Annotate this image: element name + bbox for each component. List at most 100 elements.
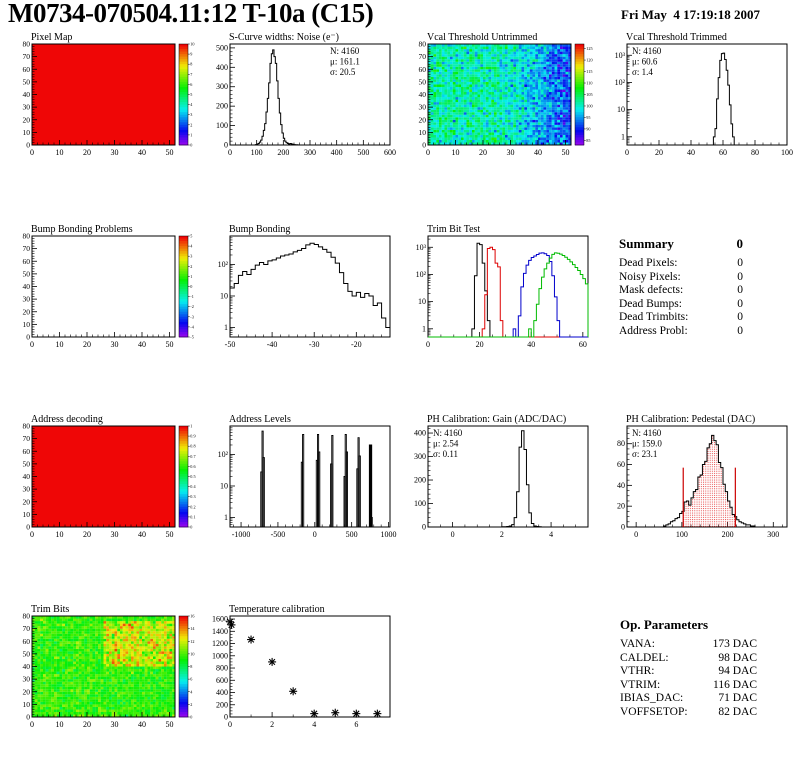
svg-text:100: 100 (251, 148, 263, 157)
svg-text:Pixel Map: Pixel Map (31, 32, 72, 43)
param-row: Mask defects: 0 (619, 284, 743, 298)
svg-text:70: 70 (419, 52, 427, 61)
svg-text:20: 20 (23, 115, 31, 124)
svg-text:μ: 161.1: μ: 161.1 (330, 57, 360, 67)
svg-text:10: 10 (56, 340, 64, 349)
svg-text:0.1: 0.1 (190, 514, 195, 519)
svg-text:10: 10 (419, 128, 427, 137)
chart-trim-bit-test: Trim Bit Test 0 20 40 60 1 10 10² 10³ (416, 224, 589, 349)
svg-text:Trim Bit Test: Trim Bit Test (427, 224, 480, 235)
param-row: Dead Pixels: 0 (619, 257, 743, 271)
svg-text:-40: -40 (267, 340, 278, 349)
svg-text:60: 60 (419, 65, 427, 74)
svg-text:40: 40 (23, 282, 31, 291)
param-row: VTHR: 94 DAC (620, 665, 757, 679)
svg-text:40: 40 (138, 340, 146, 349)
svg-text:10: 10 (190, 42, 194, 47)
svg-text:PH Calibration: Pedestal (DAC): PH Calibration: Pedestal (DAC) (626, 414, 755, 425)
svg-text:1: 1 (224, 323, 228, 332)
svg-text:S-Curve widths: Noise (e⁻): S-Curve widths: Noise (e⁻) (229, 32, 339, 43)
svg-text:0: 0 (30, 340, 34, 349)
param-label: Dead Trimbits: (619, 311, 689, 323)
svg-text:20: 20 (83, 340, 91, 349)
param-label: Dead Pixels: (619, 257, 678, 269)
param-value: 0 (737, 257, 743, 269)
summary-heading-value: 0 (736, 236, 744, 251)
param-row: Address Probl: 0 (619, 325, 743, 339)
summary-heading-label: Summary (619, 236, 674, 251)
svg-text:50: 50 (562, 148, 570, 157)
svg-text:110: 110 (586, 81, 592, 86)
chart-scurve-noise: S-Curve widths: Noise (e⁻) 0 100 200 300 400 5… (216, 32, 396, 157)
param-label: VANA: (620, 638, 655, 650)
svg-text:20: 20 (479, 148, 487, 157)
svg-text:10: 10 (23, 320, 31, 329)
svg-text:0: 0 (228, 148, 232, 157)
svg-text:Bump Bonding: Bump Bonding (229, 224, 290, 235)
svg-text:μ: 159.0: μ: 159.0 (632, 439, 662, 449)
svg-text:100: 100 (414, 499, 426, 508)
svg-text:60: 60 (579, 340, 587, 349)
svg-text:0: 0 (190, 525, 192, 530)
chart-ph-gain: PH Calibration: Gain (ADC/DAC) 0 2 4 0 100 200… (414, 414, 589, 539)
svg-text:40: 40 (534, 148, 542, 157)
svg-text:500: 500 (357, 148, 369, 157)
svg-text:2: 2 (190, 122, 192, 127)
chart-ph-pedestal: PH Calibration: Pedestal (DAC)0 100 200 300… (617, 414, 788, 539)
svg-text:0: 0 (26, 333, 30, 342)
param-row: VTRIM: 116 DAC (620, 679, 757, 693)
svg-text:1: 1 (224, 513, 228, 522)
svg-text:PH Calibration: Gain (ADC/DAC): PH Calibration: Gain (ADC/DAC) (427, 414, 566, 425)
svg-text:40: 40 (617, 481, 625, 490)
svg-text:85: 85 (586, 138, 590, 143)
svg-text:30: 30 (23, 103, 31, 112)
svg-text:5: 5 (190, 92, 192, 97)
param-row: VANA: 173 DAC (620, 638, 757, 652)
svg-text:-5: -5 (190, 335, 194, 340)
svg-text:70: 70 (23, 52, 31, 61)
svg-text:30: 30 (111, 148, 119, 157)
svg-text:300: 300 (216, 82, 228, 91)
param-label: Dead Bumps: (619, 297, 682, 310)
svg-text:σ: 23.1: σ: 23.1 (632, 449, 657, 459)
svg-text:2: 2 (190, 264, 192, 269)
svg-text:7: 7 (190, 72, 192, 77)
svg-text:0: 0 (621, 523, 625, 532)
svg-text:0.2: 0.2 (190, 504, 195, 509)
param-row: VOFFSETOP: 82 DAC (620, 706, 757, 720)
svg-text:0: 0 (190, 143, 192, 148)
svg-text:-20: -20 (351, 340, 362, 349)
svg-text:100: 100 (586, 103, 592, 108)
param-row: Noisy Pixels: 0 (619, 271, 743, 285)
svg-text:60: 60 (23, 447, 31, 456)
svg-text:20: 20 (617, 502, 625, 511)
panel-trim-bits: 0 2 4 6 8 10 12 14 16 Trim Bits 0 10 20 30 40 50 0 10 20 30… (2, 603, 199, 736)
svg-text:Bump Bonding Problems: Bump Bonding Problems (31, 224, 133, 235)
param-label: IBIAS_DAC: (620, 692, 684, 704)
svg-text:10²: 10² (615, 78, 626, 87)
panel-address-decoding: 0 0.1 0.2 0.3 0.4 0.5 0.6 0.7 0.8 0.9 1 Address dec… (2, 413, 199, 546)
svg-text:10: 10 (220, 481, 228, 490)
chart-address-decoding: 0 0.1 0.2 0.3 0.4 0.5 0.6 0.7 0.8 0.9 1 Address dec… (23, 414, 197, 539)
param-row: Dead Trimbits: 0 (619, 311, 743, 325)
svg-text:8: 8 (190, 62, 192, 67)
svg-text:50: 50 (23, 77, 31, 86)
svg-text:20: 20 (655, 148, 663, 157)
op-parameters-block: Op. Parameters VANA: 173 DAC CALDEL: 98 DAC… (620, 617, 757, 719)
svg-text:4: 4 (549, 530, 553, 539)
param-label: VTHR: (620, 665, 655, 677)
svg-text:20: 20 (83, 148, 91, 157)
svg-text:40: 40 (23, 90, 31, 99)
param-value: 0 (737, 297, 743, 310)
svg-text:N: 4160: N: 4160 (433, 428, 463, 438)
svg-text:0.9: 0.9 (190, 434, 195, 439)
svg-text:20: 20 (476, 340, 484, 349)
svg-text:6: 6 (190, 82, 192, 87)
panel-vcal-trimmed: Vcal Threshold Trimmed 0 20 40 60 80 100 1 10 10²… (597, 31, 794, 164)
svg-text:1: 1 (422, 324, 426, 333)
svg-text:0: 0 (190, 284, 192, 289)
timestamp: Fri May 4 17:19:18 2007 (621, 7, 761, 22)
svg-text:50: 50 (23, 269, 31, 278)
svg-text:σ: 20.5: σ: 20.5 (330, 67, 356, 77)
svg-text:200: 200 (216, 102, 228, 111)
